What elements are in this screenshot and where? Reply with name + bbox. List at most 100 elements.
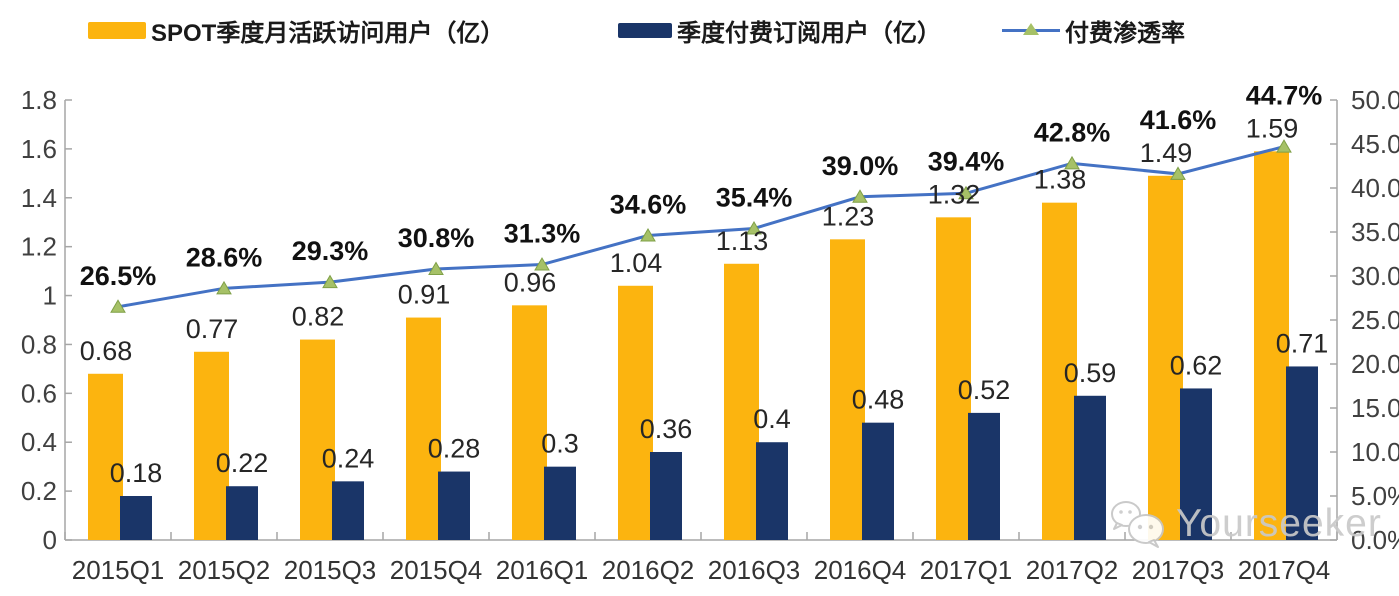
- penetration-line: [117, 145, 1285, 309]
- penetration-marker-triangle: [322, 274, 338, 289]
- mau-bar-value-label: 1.59: [1246, 113, 1299, 143]
- subs-bar-value-label: 0.28: [428, 434, 481, 464]
- subs-bar-value-label: 0.4: [753, 404, 791, 434]
- bar-subs: [120, 496, 152, 540]
- left-axis-tick-label: 0.8: [21, 329, 57, 359]
- penetration-value-label: 41.6%: [1140, 105, 1217, 135]
- right-axis-tick-label: 5.0%: [1351, 481, 1399, 511]
- penetration-marker-triangle: [534, 257, 550, 271]
- bar-mau: [512, 305, 547, 540]
- x-axis-category-label: 2015Q1: [72, 555, 165, 585]
- penetration-marker-triangle: [1170, 166, 1186, 180]
- penetration-value-label: 30.8%: [398, 223, 475, 253]
- x-axis-category-label: 2017Q1: [920, 555, 1013, 585]
- penetration-value-label: 39.0%: [822, 151, 899, 181]
- penetration-value-label: 42.8%: [1034, 117, 1111, 147]
- x-axis-category-label: 2016Q2: [602, 555, 695, 585]
- bar-mau: [1042, 202, 1077, 540]
- legend-item-penetration: 付费渗透率: [1002, 17, 1185, 47]
- penetration-value-label: 44.7%: [1246, 80, 1323, 110]
- subs-bar-value-label: 0.36: [640, 414, 693, 444]
- bar-subs: [1286, 366, 1318, 540]
- wechat-icon: [1111, 501, 1164, 548]
- left-axis-tick-label: 1.8: [21, 85, 57, 115]
- bar-subs: [438, 471, 470, 540]
- left-axis-tick-label: 0.6: [21, 378, 57, 408]
- bar-mau: [406, 317, 441, 540]
- bar-subs: [862, 422, 894, 540]
- x-axis-category-label: 2016Q3: [708, 555, 801, 585]
- subs-bar-value-label: 0.71: [1276, 328, 1329, 358]
- penetration-marker-triangle: [746, 220, 762, 235]
- legend-label-penetration: 付费渗透率: [1065, 19, 1185, 47]
- mau-bar-value-label: 1.38: [1034, 165, 1087, 195]
- penetration-marker-triangle: [216, 280, 232, 295]
- bar-mau: [724, 263, 759, 540]
- bar-mau: [618, 285, 653, 540]
- penetration-marker-triangle: [1276, 139, 1292, 153]
- bar-subs: [226, 486, 258, 540]
- penetration-value-label: 31.3%: [504, 219, 581, 249]
- right-axis-tick-label: 20.0%: [1351, 349, 1399, 379]
- bar-subs: [650, 452, 682, 540]
- bar-mau: [1148, 175, 1183, 540]
- subs-bar-value-label: 0.48: [852, 385, 905, 415]
- subs-bar-value-label: 0.3: [541, 429, 579, 459]
- x-axis-category-label: 2017Q4: [1238, 555, 1331, 585]
- penetration-marker-triangle: [640, 228, 656, 242]
- penetration-value-label: 29.3%: [292, 236, 369, 266]
- watermark: Yourseeker: [1104, 498, 1382, 550]
- penetration-marker-triangle: [852, 189, 868, 203]
- right-axis-tick-label: 10.0%: [1351, 437, 1399, 467]
- subs-bar-value-label: 0.24: [322, 443, 375, 473]
- penetration-marker-triangle: [958, 185, 974, 200]
- penetration-value-label: 28.6%: [186, 242, 263, 272]
- x-axis-category-label: 2016Q1: [496, 555, 589, 585]
- bar-subs: [332, 481, 364, 540]
- right-axis-tick-label: 50.0%: [1351, 85, 1399, 115]
- penetration-marker-triangle: [1064, 155, 1080, 170]
- legend-item-mau: SPOT季度月活跃访问用户（亿）: [88, 17, 504, 47]
- bar-subs: [968, 412, 1000, 540]
- watermark-text: Yourseeker: [1176, 502, 1382, 545]
- bar-mau: [830, 239, 865, 541]
- left-axis-tick-label: 0.4: [21, 427, 57, 457]
- penetration-value-label: 35.4%: [716, 182, 793, 212]
- penetration-marker-triangle: [110, 299, 126, 313]
- subs-bar-value-label: 0.18: [110, 458, 163, 488]
- bar-mau: [194, 351, 229, 540]
- legend-line-marker-icon: [1002, 22, 1060, 38]
- mau-bar-value-label: 0.82: [292, 302, 345, 332]
- x-axis-category-label: 2017Q2: [1026, 555, 1119, 585]
- subs-bar-value-label: 0.59: [1064, 358, 1117, 388]
- legend-triangle-marker-icon: [1023, 23, 1039, 35]
- bar-mau: [1254, 151, 1289, 541]
- penetration-value-label: 39.4%: [928, 146, 1005, 176]
- right-axis-tick-label: 30.0%: [1351, 261, 1399, 291]
- left-axis-tick-label: 1.2: [21, 232, 57, 262]
- left-axis-tick-label: 1: [43, 281, 57, 311]
- right-axis-tick-label: 35.0%: [1351, 217, 1399, 247]
- subs-bar-value-label: 0.62: [1170, 350, 1223, 380]
- mau-bar-value-label: 0.91: [398, 280, 451, 310]
- bar-mau: [936, 217, 971, 541]
- right-axis-tick-label: 0.0%: [1351, 525, 1399, 555]
- penetration-value-label: 34.6%: [610, 190, 687, 220]
- subs-bar-value-label: 0.52: [958, 375, 1011, 405]
- mau-bar-value-label: 1.13: [716, 226, 769, 256]
- bar-subs: [544, 466, 576, 540]
- left-axis-tick-label: 1.4: [21, 183, 57, 213]
- x-axis-category-label: 2015Q4: [390, 555, 483, 585]
- mau-bar-value-label: 0.77: [186, 314, 239, 344]
- legend-item-subs: 季度付费订阅用户（亿）: [618, 17, 941, 47]
- x-axis-category-label: 2017Q3: [1132, 555, 1225, 585]
- subs-bar-value-label: 0.22: [216, 448, 269, 478]
- mau-bar-value-label: 1.32: [928, 179, 981, 209]
- bar-subs: [756, 442, 788, 540]
- x-axis-category-label: 2015Q2: [178, 555, 271, 585]
- right-axis-tick-label: 45.0%: [1351, 129, 1399, 159]
- right-axis-tick-label: 40.0%: [1351, 173, 1399, 203]
- x-axis-category-label: 2015Q3: [284, 555, 377, 585]
- mau-bar-value-label: 0.68: [80, 336, 133, 366]
